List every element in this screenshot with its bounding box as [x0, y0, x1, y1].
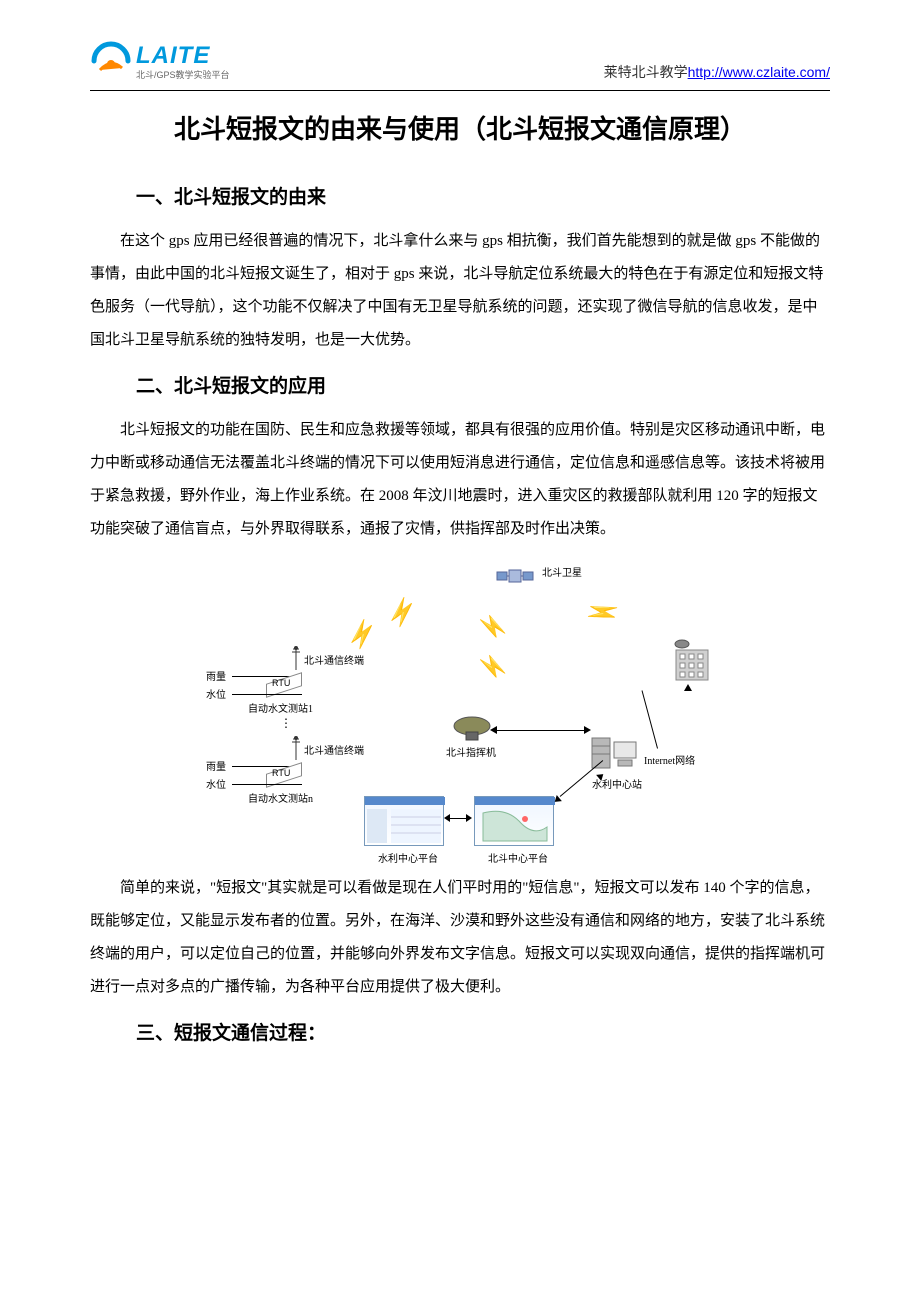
- lightning-icon: ⚡: [379, 591, 426, 634]
- header-link[interactable]: http://www.czlaite.com/: [688, 64, 830, 80]
- arrow-icon: [490, 726, 497, 734]
- label-rain-n: 雨量: [206, 758, 226, 773]
- section-3-head: 三、短报文通信过程：: [136, 1018, 830, 1045]
- label-water-platform: 水利中心平台: [378, 850, 438, 865]
- commander-icon: [452, 716, 492, 742]
- logo: LAITE 北斗/GPS教学实验平台: [90, 40, 230, 82]
- rtu-label-1: RTU: [272, 678, 290, 688]
- arrow-icon: [684, 684, 692, 691]
- lightning-icon: ⚡: [339, 613, 386, 656]
- label-satellite: 北斗卫星: [542, 564, 582, 579]
- header-divider: [90, 90, 830, 91]
- lightning-icon: ⚡: [579, 592, 626, 634]
- section-2-head: 二、北斗短报文的应用: [136, 371, 830, 398]
- label-terminal-n: 北斗通信终端: [304, 742, 364, 757]
- label-rain-1: 雨量: [206, 668, 226, 683]
- lightning-icon: ⚡: [477, 607, 508, 646]
- logo-icon: [90, 40, 132, 82]
- document-title: 北斗短报文的由来与使用（北斗短报文通信原理）: [90, 109, 830, 146]
- arrow-icon: [584, 726, 591, 734]
- building-icon: [670, 638, 714, 682]
- document-page: LAITE 北斗/GPS教学实验平台 莱特北斗教学http://www.czla…: [0, 0, 920, 1101]
- arrow-icon: [444, 814, 450, 822]
- section-1-para-1: 在这个 gps 应用已经很普遍的情况下，北斗拿什么来与 gps 相抗衡，我们首先…: [90, 225, 830, 357]
- diagram-line: [642, 690, 658, 748]
- arrow-icon: [466, 814, 472, 822]
- water-platform-box: [364, 796, 444, 846]
- server-icon: [590, 736, 640, 772]
- diagram-line: [232, 784, 302, 785]
- label-terminal-1: 北斗通信终端: [304, 652, 364, 667]
- logo-text-block: LAITE 北斗/GPS教学实验平台: [136, 42, 230, 81]
- label-station-n: 自动水文测站n: [248, 790, 313, 805]
- ellipsis-dots: ⋮: [280, 716, 292, 730]
- label-water-1: 水位: [206, 686, 226, 701]
- header-right-text: 莱特北斗教学: [604, 64, 688, 80]
- lightning-icon: ⚡: [477, 647, 508, 686]
- section-1-head: 一、北斗短报文的由来: [136, 182, 830, 209]
- diagram-line: [496, 730, 588, 731]
- header-right: 莱特北斗教学http://www.czlaite.com/: [604, 62, 830, 82]
- beidou-platform-box: [474, 796, 554, 846]
- section-2-para-2: 简单的来说，"短报文"其实就是可以看做是现在人们平时用的"短信息"，短报文可以发…: [90, 872, 830, 1004]
- label-water-n: 水位: [206, 776, 226, 791]
- section-2-para-1: 北斗短报文的功能在国防、民生和应急救援等领域，都具有很强的应用价值。特别是灾区移…: [90, 414, 830, 546]
- logo-sub-text: 北斗/GPS教学实验平台: [136, 68, 230, 81]
- label-commander: 北斗指挥机: [446, 744, 496, 759]
- rtu-label-n: RTU: [272, 768, 290, 778]
- label-beidou-platform: 北斗中心平台: [488, 850, 548, 865]
- satellite-icon: [495, 562, 535, 592]
- page-header: LAITE 北斗/GPS教学实验平台 莱特北斗教学http://www.czla…: [90, 40, 830, 82]
- antenna-icon: [290, 736, 302, 760]
- diagram-line: [232, 694, 302, 695]
- communication-diagram: 北斗卫星 ⚡ ⚡ ⚡ ⚡ ⚡ 北斗通信终端 雨量 RTU 水位 自动水文测站1 …: [190, 560, 730, 860]
- label-internet: Internet网络: [644, 752, 695, 767]
- logo-main-text: LAITE: [136, 42, 230, 70]
- label-station-1: 自动水文测站1: [248, 700, 313, 715]
- antenna-icon: [290, 646, 302, 670]
